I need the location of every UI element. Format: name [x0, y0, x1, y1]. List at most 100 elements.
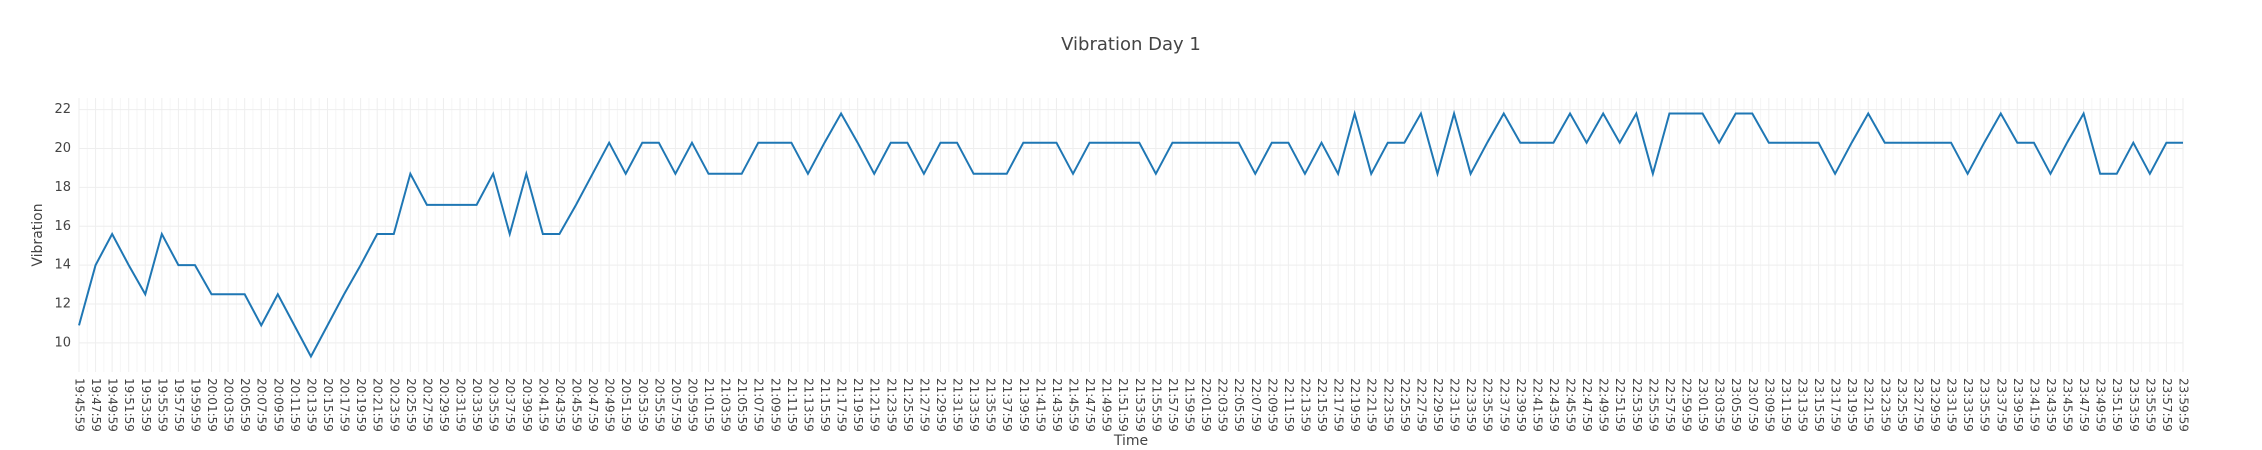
- x-tick-label: 23:29:59: [1928, 378, 1942, 432]
- y-tick-label: 12: [54, 296, 71, 311]
- x-tick-label: 22:13:59: [1298, 378, 1312, 432]
- x-tick-label: 22:59:59: [1679, 378, 1693, 432]
- x-tick-label: 22:15:59: [1315, 378, 1329, 432]
- x-tick-label: 21:21:59: [868, 378, 882, 432]
- x-tick-label: 23:57:59: [2160, 378, 2174, 432]
- x-tick-label: 23:05:59: [1729, 378, 1743, 432]
- x-tick-label: 23:51:59: [2110, 378, 2124, 432]
- x-tick-label: 23:11:59: [1779, 378, 1793, 432]
- x-tick-label: 23:47:59: [2077, 378, 2091, 432]
- x-tick-label: 22:37:59: [1497, 378, 1511, 432]
- x-tick-label: 20:55:59: [652, 378, 666, 432]
- x-tick-label: 23:13:59: [1795, 378, 1809, 432]
- x-tick-label: 23:27:59: [1911, 378, 1925, 432]
- x-tick-label: 22:03:59: [1216, 378, 1230, 432]
- x-tick-label: 21:33:59: [967, 378, 981, 432]
- y-tick-label: 18: [54, 180, 71, 195]
- x-tick-label: 21:01:59: [702, 378, 716, 432]
- x-tick-label: 22:21:59: [1365, 378, 1379, 432]
- y-tick-label: 10: [54, 335, 71, 350]
- x-tick-label: 20:39:59: [520, 378, 534, 432]
- x-tick-label: 20:17:59: [338, 378, 352, 432]
- x-tick-label: 19:51:59: [122, 378, 136, 432]
- x-tick-label: 22:55:59: [1646, 378, 1660, 432]
- x-tick-label: 23:55:59: [2143, 378, 2157, 432]
- x-tick-label: 21:05:59: [735, 378, 749, 432]
- x-tick-label: 21:15:59: [818, 378, 832, 432]
- x-tick-label: 23:53:59: [2127, 378, 2141, 432]
- y-tick-label: 22: [54, 102, 71, 117]
- x-tick-label: 22:09:59: [1265, 378, 1279, 432]
- x-tick-label: 20:09:59: [271, 378, 285, 432]
- x-tick-label: 23:03:59: [1713, 378, 1727, 432]
- x-tick-label: 21:51:59: [1116, 378, 1130, 432]
- x-tick-label: 19:45:59: [73, 378, 87, 432]
- x-tick-label: 23:01:59: [1696, 378, 1710, 432]
- x-tick-label: 21:03:59: [719, 378, 733, 432]
- y-tick-label: 20: [54, 141, 71, 156]
- x-tick-label: 22:49:59: [1597, 378, 1611, 432]
- x-tick-label: 19:47:59: [89, 378, 103, 432]
- x-tick-label: 22:27:59: [1414, 378, 1428, 432]
- x-tick-label: 22:51:59: [1613, 378, 1627, 432]
- x-tick-label: 21:11:59: [785, 378, 799, 432]
- chart-title: Vibration Day 1: [1061, 34, 1201, 55]
- x-tick-label: 20:47:59: [586, 378, 600, 432]
- x-tick-label: 21:23:59: [884, 378, 898, 432]
- x-tick-label: 20:49:59: [603, 378, 617, 432]
- x-tick-label: 23:19:59: [1845, 378, 1859, 432]
- x-tick-label: 22:47:59: [1580, 378, 1594, 432]
- x-tick-label: 22:11:59: [1282, 378, 1296, 432]
- x-tick-label: 20:41:59: [536, 378, 550, 432]
- x-tick-label: 20:51:59: [619, 378, 633, 432]
- x-tick-label: 23:21:59: [1862, 378, 1876, 432]
- x-tick-label: 19:49:59: [106, 378, 120, 432]
- x-tick-label: 22:07:59: [1249, 378, 1263, 432]
- x-tick-label: 20:27:59: [420, 378, 434, 432]
- x-tick-label: 20:31:59: [454, 378, 468, 432]
- x-axis-title: Time: [1113, 433, 1148, 449]
- x-tick-label: 20:11:59: [288, 378, 302, 432]
- x-tick-label: 20:05:59: [238, 378, 252, 432]
- x-tick-label: 20:45:59: [570, 378, 584, 432]
- x-tick-label: 23:15:59: [1812, 378, 1826, 432]
- x-tick-label: 23:23:59: [1878, 378, 1892, 432]
- y-tick-label: 14: [54, 258, 71, 273]
- x-tick-label: 23:33:59: [1961, 378, 1975, 432]
- x-tick-label: 22:39:59: [1514, 378, 1528, 432]
- x-tick-label: 21:49:59: [1100, 378, 1114, 432]
- x-tick-label: 20:19:59: [354, 378, 368, 432]
- x-tick-label: 22:01:59: [1199, 378, 1213, 432]
- x-tick-label: 21:55:59: [1149, 378, 1163, 432]
- x-tick-label: 21:29:59: [934, 378, 948, 432]
- x-tick-label: 21:09:59: [768, 378, 782, 432]
- x-tick-label: 20:25:59: [404, 378, 418, 432]
- x-tick-label: 21:31:59: [951, 378, 965, 432]
- x-tick-label: 23:41:59: [2027, 378, 2041, 432]
- x-tick-label: 19:53:59: [139, 378, 153, 432]
- x-tick-label: 22:57:59: [1663, 378, 1677, 432]
- x-tick-label: 22:05:59: [1232, 378, 1246, 432]
- x-tick-label: 22:17:59: [1332, 378, 1346, 432]
- x-tick-label: 20:29:59: [437, 378, 451, 432]
- x-tick-label: 23:35:59: [1978, 378, 1992, 432]
- x-tick-label: 21:57:59: [1166, 378, 1180, 432]
- x-tick-label: 20:21:59: [371, 378, 385, 432]
- x-tick-label: 21:59:59: [1182, 378, 1196, 432]
- x-tick-label: 21:07:59: [752, 378, 766, 432]
- y-tick-label: 16: [54, 219, 71, 234]
- x-tick-label: 21:13:59: [801, 378, 815, 432]
- x-tick-label: 22:23:59: [1381, 378, 1395, 432]
- x-tick-label: 20:35:59: [487, 378, 501, 432]
- x-tick-label: 21:53:59: [1133, 378, 1147, 432]
- x-tick-label: 20:57:59: [669, 378, 683, 432]
- x-tick-label: 22:25:59: [1398, 378, 1412, 432]
- x-tick-label: 23:49:59: [2094, 378, 2108, 432]
- x-tick-label: 22:35:59: [1481, 378, 1495, 432]
- x-tick-label: 21:17:59: [835, 378, 849, 432]
- x-tick-label: 21:41:59: [1033, 378, 1047, 432]
- x-tick-label: 23:25:59: [1895, 378, 1909, 432]
- x-tick-label: 20:37:59: [503, 378, 517, 432]
- x-tick-label: 20:07:59: [255, 378, 269, 432]
